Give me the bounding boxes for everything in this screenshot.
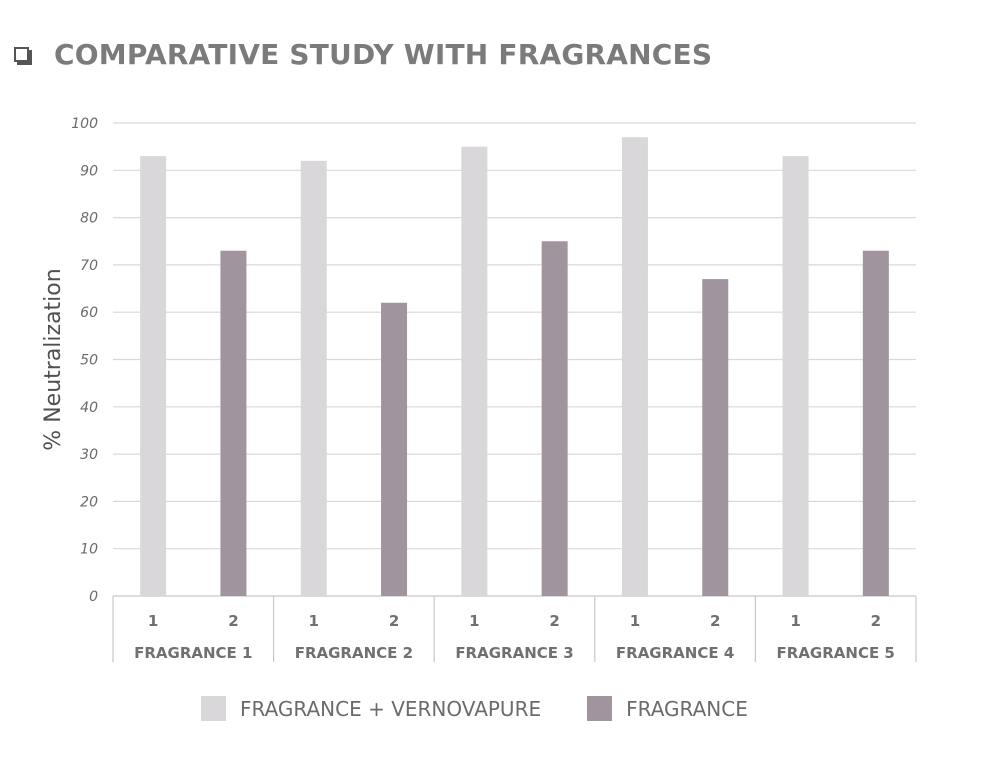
- x-category-label: FRAGRANCE 1: [134, 644, 252, 662]
- bar-1: [621, 137, 648, 596]
- bar-2: [862, 250, 889, 596]
- bar-chart: 0 10 20 30 40 50 60 70 80 90 100 % Neutralization 1 2…: [41, 116, 917, 662]
- legend-label-series-1: FRAGRANCE + VERNOVAPURE: [240, 696, 542, 721]
- x-category-label: FRAGRANCE 5: [777, 644, 895, 662]
- x-sub-tick-label: 1: [309, 612, 319, 630]
- y-tick-label: 40: [80, 400, 98, 416]
- x-sub-tick-label: 1: [790, 612, 800, 630]
- bar-1: [782, 156, 809, 597]
- x-sub-tick-label: 1: [469, 612, 479, 630]
- y-tick-label: 50: [80, 353, 98, 369]
- y-tick-label: 60: [80, 305, 98, 321]
- y-tick-label: 10: [80, 542, 98, 558]
- x-sub-tick-label: 1: [148, 612, 158, 630]
- bar-1: [140, 156, 167, 597]
- x-sub-tick-label: 2: [228, 612, 238, 630]
- bar-1: [300, 160, 327, 596]
- legend-label-series-2: FRAGRANCE: [626, 696, 748, 721]
- x-category-label: FRAGRANCE 3: [455, 644, 573, 662]
- x-sub-tick-label: 2: [549, 612, 559, 630]
- chart-legend: FRAGRANCE + VERNOVAPURE FRAGRANCE: [201, 696, 748, 721]
- bar-2: [541, 241, 568, 596]
- page-title-text: COMPARATIVE STUDY WITH FRAGRANCES: [54, 37, 713, 71]
- legend-item-series-2: FRAGRANCE: [587, 696, 748, 721]
- y-axis-label: % Neutralization: [41, 268, 66, 450]
- y-tick-label: 100: [71, 116, 98, 132]
- legend-item-series-1: FRAGRANCE + VERNOVAPURE: [201, 696, 541, 721]
- y-tick-label: 90: [80, 163, 98, 179]
- x-sub-tick-label: 2: [710, 612, 720, 630]
- x-sub-tick-label: 2: [871, 612, 881, 630]
- page-title: COMPARATIVE STUDY WITH FRAGRANCES: [12, 34, 712, 74]
- bar-2: [220, 250, 247, 596]
- bar-2: [702, 279, 729, 596]
- bar-1: [461, 146, 488, 596]
- bar-2: [381, 302, 408, 596]
- y-tick-label: 20: [80, 494, 98, 510]
- x-category-label: FRAGRANCE 4: [616, 644, 734, 662]
- legend-swatch-series-1: [201, 696, 226, 721]
- y-tick-label: 70: [80, 258, 98, 274]
- y-tick-label: 80: [80, 211, 98, 227]
- legend-swatch-series-2: [587, 696, 613, 721]
- x-category-label: FRAGRANCE 2: [295, 644, 413, 662]
- y-tick-label: 30: [80, 447, 98, 463]
- y-tick-label: 0: [89, 589, 98, 605]
- square-checkbox-icon: [14, 46, 29, 62]
- x-sub-tick-label: 2: [389, 612, 399, 630]
- x-sub-tick-label: 1: [630, 612, 640, 630]
